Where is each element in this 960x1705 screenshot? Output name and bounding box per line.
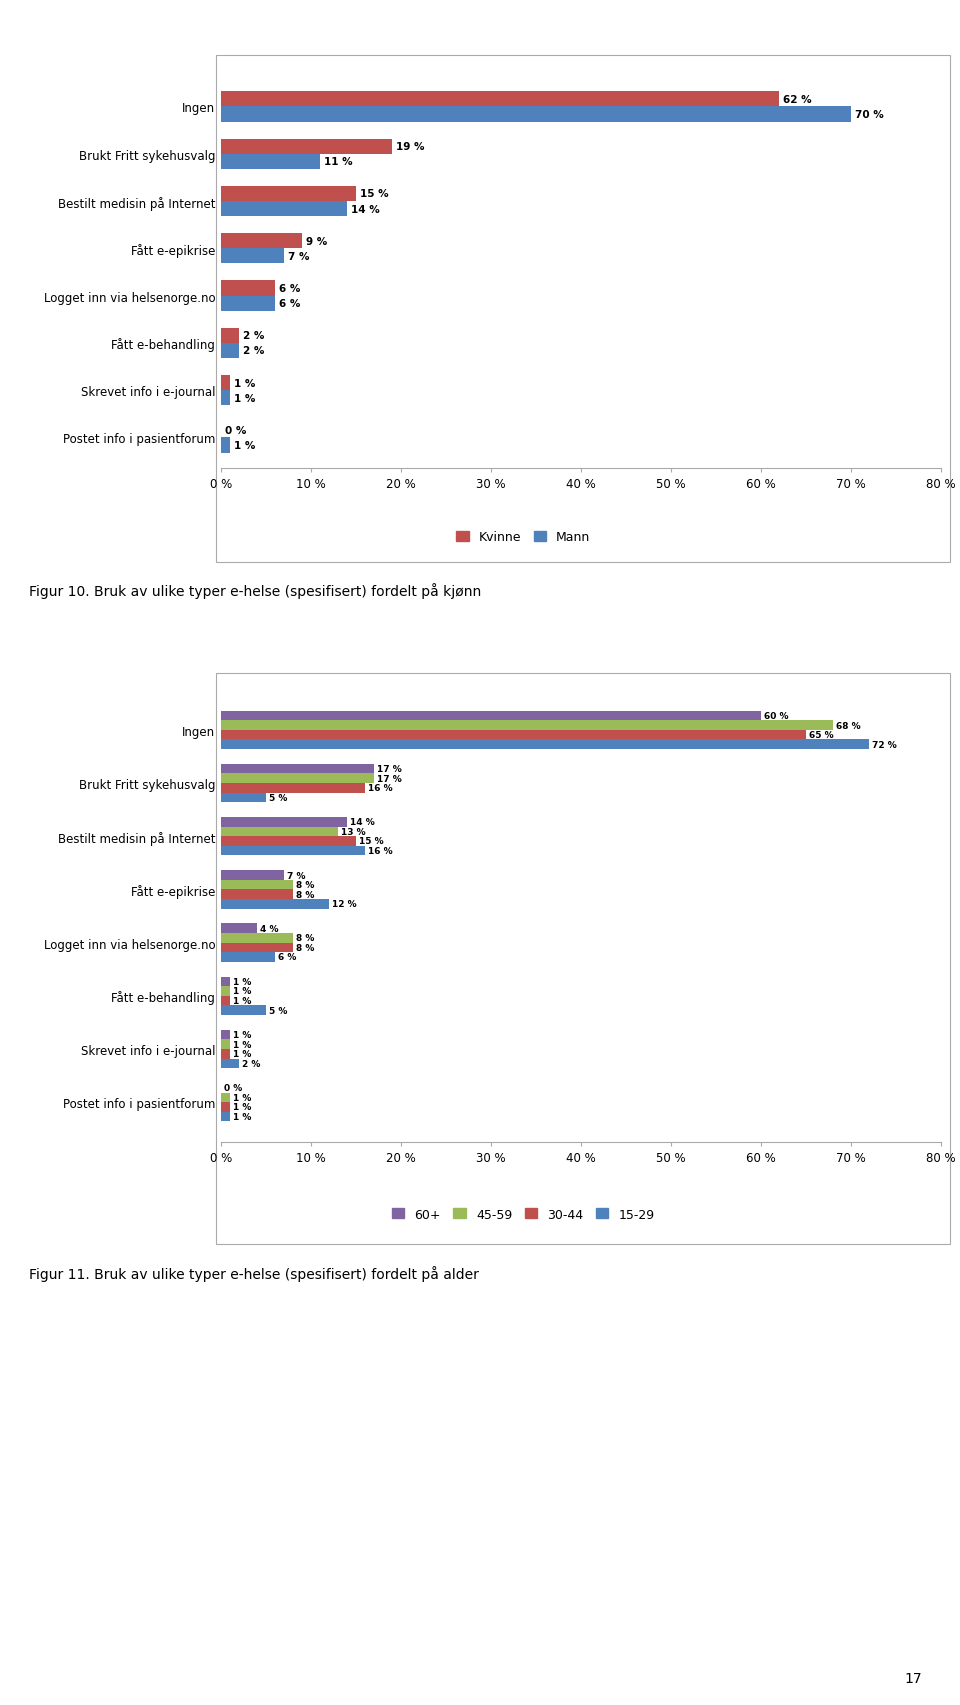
Bar [221,818,347,827]
Bar [221,837,356,846]
Bar [221,793,266,803]
Text: 8 %: 8 % [297,934,315,943]
Legend: Kvinne, Mann: Kvinne, Mann [451,527,595,549]
Text: 8 %: 8 % [297,943,315,953]
Bar [221,943,293,953]
Text: 5 %: 5 % [270,1006,288,1014]
Text: Figur 10. Bruk av ulike typer e-helse (spesifisert) fordelt på kjønn: Figur 10. Bruk av ulike typer e-helse (s… [29,583,481,598]
Bar [221,1093,229,1103]
Text: 0 %: 0 % [226,426,247,435]
Bar [221,329,239,344]
Text: 14 %: 14 % [351,205,380,215]
Text: 1 %: 1 % [233,1093,252,1101]
Bar [221,1006,266,1014]
Text: 62 %: 62 % [783,95,812,106]
Text: 4 %: 4 % [260,924,279,933]
Bar [221,764,373,774]
Bar [221,721,832,730]
Bar [221,880,293,890]
Text: 15 %: 15 % [359,837,384,846]
Text: 6 %: 6 % [279,298,300,309]
Bar [221,249,284,264]
Bar [221,1059,239,1069]
Text: 8 %: 8 % [297,880,315,890]
Text: 17 %: 17 % [377,766,402,774]
Text: 11 %: 11 % [324,157,353,167]
Text: 16 %: 16 % [369,847,393,856]
Text: 1 %: 1 % [234,394,255,404]
Bar [221,92,779,107]
Bar [221,297,275,312]
Text: 1 %: 1 % [233,1040,252,1049]
Bar [221,1040,229,1049]
Bar [221,1049,229,1059]
Bar [221,774,373,784]
Bar [221,977,229,987]
Bar [221,827,338,837]
Text: 17 %: 17 % [377,774,402,783]
Legend: 60+, 45-59, 30-44, 15-29: 60+, 45-59, 30-44, 15-29 [387,1202,660,1226]
Text: 68 %: 68 % [836,721,861,730]
Text: 0 %: 0 % [225,1084,243,1093]
Bar [221,987,229,996]
Text: 12 %: 12 % [332,900,357,909]
Bar [221,953,275,962]
Text: 1 %: 1 % [233,1112,252,1122]
Bar [221,730,805,740]
Text: Figur 11. Bruk av ulike typer e-helse (spesifisert) fordelt på alder: Figur 11. Bruk av ulike typer e-helse (s… [29,1265,479,1280]
Bar [221,107,851,123]
Text: 5 %: 5 % [270,793,288,803]
Text: 2 %: 2 % [243,346,265,356]
Bar [221,933,293,943]
Text: 65 %: 65 % [809,731,834,740]
Text: 7 %: 7 % [287,871,306,880]
Bar [221,996,229,1006]
Text: 70 %: 70 % [855,111,884,119]
Text: 1 %: 1 % [233,1050,252,1059]
Bar [221,155,320,170]
Bar [221,390,229,406]
Text: 1 %: 1 % [233,1103,252,1112]
Text: 9 %: 9 % [306,237,327,247]
Bar [221,846,365,856]
Bar [221,871,284,880]
Bar [221,900,328,909]
Text: 19 %: 19 % [396,142,424,152]
Bar [221,1103,229,1112]
Text: 17: 17 [904,1671,922,1685]
Text: 1 %: 1 % [234,379,255,389]
Text: 1 %: 1 % [233,1030,252,1040]
Bar [221,375,229,390]
Text: 1 %: 1 % [233,987,252,996]
Text: 14 %: 14 % [350,818,375,827]
Bar [221,924,257,933]
Bar [221,344,239,358]
Text: 8 %: 8 % [297,890,315,899]
Bar [221,438,229,454]
Text: 1 %: 1 % [234,440,255,450]
Text: 7 %: 7 % [288,252,310,263]
Text: 2 %: 2 % [242,1059,261,1067]
Bar [221,740,869,750]
Text: 6 %: 6 % [279,283,300,293]
Bar [221,1030,229,1040]
Bar [221,784,365,793]
Bar [221,1112,229,1122]
Text: 16 %: 16 % [369,784,393,793]
Bar [221,140,392,155]
Text: 60 %: 60 % [764,711,789,721]
Bar [221,234,301,249]
Text: 2 %: 2 % [243,331,265,341]
Bar [221,201,347,217]
Text: 1 %: 1 % [233,996,252,1006]
Bar [221,890,293,900]
Bar [221,281,275,297]
Text: 13 %: 13 % [342,827,366,837]
Bar [221,188,356,201]
Text: 72 %: 72 % [873,740,898,748]
Bar [221,711,760,721]
Text: 15 %: 15 % [360,189,389,199]
Text: 6 %: 6 % [278,953,297,962]
Text: 1 %: 1 % [233,977,252,985]
